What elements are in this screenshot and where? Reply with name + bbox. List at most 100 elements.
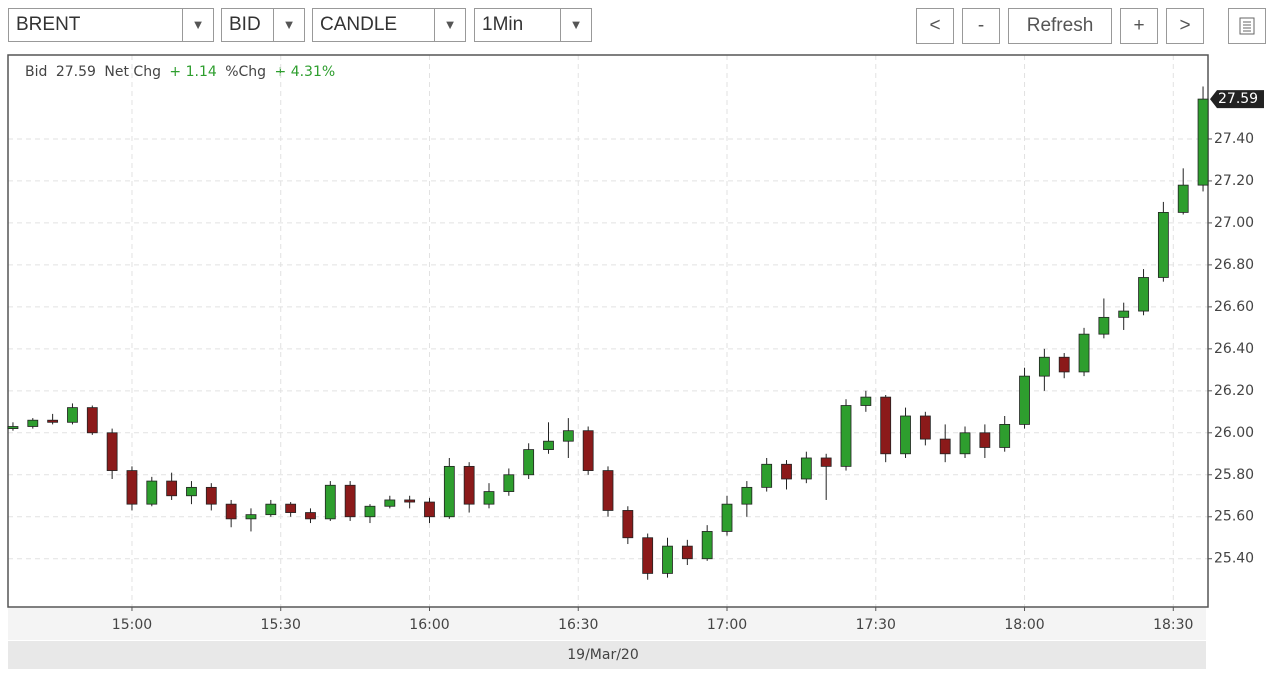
candle-body bbox=[602, 470, 614, 511]
plot-frame bbox=[7, 54, 1209, 608]
next-button[interactable]: > bbox=[1166, 8, 1204, 44]
table-icon bbox=[1239, 17, 1255, 35]
net-label: Net Chg bbox=[104, 64, 161, 80]
side-select[interactable]: BID ▼ bbox=[221, 8, 305, 42]
candle-body bbox=[543, 440, 554, 450]
style-select[interactable]: CANDLE ▼ bbox=[312, 8, 466, 42]
candle-body bbox=[86, 407, 98, 434]
table-button[interactable] bbox=[1228, 8, 1266, 44]
candle-body bbox=[27, 419, 39, 427]
dropdown-arrow: ▼ bbox=[560, 9, 591, 41]
candle-body bbox=[265, 503, 277, 516]
prev-button[interactable]: < bbox=[916, 8, 954, 44]
candle-body bbox=[126, 470, 138, 505]
candle-body bbox=[1038, 356, 1050, 377]
zoom-in-button[interactable]: + bbox=[1120, 8, 1158, 44]
candle-body bbox=[820, 457, 832, 467]
candle-body bbox=[443, 465, 455, 518]
candle-body bbox=[1019, 375, 1030, 425]
x-tick-label: 17:00 bbox=[707, 617, 747, 633]
candle-body bbox=[939, 438, 951, 455]
candle-body bbox=[721, 503, 733, 532]
y-tick-label: 26.00 bbox=[1214, 425, 1254, 441]
y-tick-label: 27.00 bbox=[1214, 215, 1254, 231]
candle-body bbox=[1118, 310, 1130, 318]
y-tick-label: 25.80 bbox=[1214, 467, 1254, 483]
candle-body bbox=[463, 465, 475, 505]
candle-body bbox=[1197, 98, 1209, 186]
net-change: + 1.14 bbox=[169, 64, 216, 80]
candle-body bbox=[384, 499, 396, 507]
x-axis-label: 19/Mar/20 bbox=[567, 647, 638, 663]
price-label: Bid bbox=[25, 64, 47, 80]
candle-body bbox=[800, 457, 812, 480]
y-tick-label: 26.20 bbox=[1214, 383, 1254, 399]
candle-body bbox=[1138, 277, 1149, 312]
interval: 1Min bbox=[482, 14, 524, 35]
candle-body bbox=[285, 503, 297, 513]
interval-select[interactable]: 1Min ▼ bbox=[474, 8, 592, 42]
x-tick-label: 18:00 bbox=[1004, 617, 1044, 633]
price-tag bbox=[1210, 90, 1264, 109]
candle-body bbox=[404, 499, 416, 503]
candle-body bbox=[562, 430, 574, 442]
x-tick-label: 15:30 bbox=[261, 617, 301, 633]
candle-body bbox=[642, 537, 654, 574]
candle-body bbox=[364, 505, 376, 518]
y-tick-label: 25.60 bbox=[1214, 509, 1254, 525]
dropdown-arrow: ▼ bbox=[182, 9, 213, 41]
candle-body bbox=[662, 545, 673, 574]
candle-body bbox=[166, 480, 178, 497]
candle-body bbox=[1177, 184, 1189, 213]
candle-body bbox=[106, 432, 118, 471]
x-axis-band bbox=[8, 608, 1206, 640]
candle-body bbox=[701, 531, 713, 560]
refresh-button[interactable]: Refresh bbox=[1008, 8, 1112, 44]
candle-body bbox=[860, 396, 872, 406]
candle-body bbox=[424, 501, 435, 518]
candle-body bbox=[681, 545, 693, 560]
candle-body bbox=[523, 449, 535, 476]
x-tick-label: 15:00 bbox=[112, 617, 152, 633]
dropdown-arrow: ▼ bbox=[273, 9, 304, 41]
pct-change: + 4.31% bbox=[275, 64, 336, 80]
candle-body bbox=[880, 396, 892, 455]
x-tick-label: 18:30 bbox=[1153, 617, 1193, 633]
candle-body bbox=[205, 486, 217, 505]
price: 27.59 bbox=[56, 64, 96, 80]
candle-body bbox=[47, 419, 59, 423]
candle-body bbox=[67, 407, 78, 423]
candle-body bbox=[483, 491, 495, 505]
candle-body bbox=[146, 480, 158, 505]
candle-body bbox=[344, 484, 356, 518]
symbol-select[interactable]: BRENT ▼ bbox=[8, 8, 214, 42]
y-tick-label: 26.40 bbox=[1214, 341, 1254, 357]
y-tick-label: 27.40 bbox=[1214, 131, 1254, 147]
y-tick-label: 25.40 bbox=[1214, 551, 1254, 567]
candle-body bbox=[305, 512, 316, 520]
info-line: Bid 27.59 Net Chg + 1.14 %Chg + 4.31% bbox=[25, 64, 335, 80]
y-tick-label: 26.80 bbox=[1214, 257, 1254, 273]
zoom-out-button[interactable]: - bbox=[962, 8, 1000, 44]
candle-body bbox=[622, 510, 634, 539]
style: CANDLE bbox=[320, 14, 398, 35]
candle-body bbox=[245, 514, 257, 520]
candle-body bbox=[781, 463, 792, 480]
candle-body bbox=[324, 484, 336, 520]
symbol: BRENT bbox=[16, 14, 81, 35]
candle-body bbox=[225, 503, 237, 520]
y-tick-label: 27.20 bbox=[1214, 173, 1254, 189]
candle-body bbox=[999, 423, 1011, 448]
pct-label: %Chg bbox=[225, 64, 266, 80]
candle-body bbox=[840, 405, 852, 467]
candle-body bbox=[1058, 356, 1070, 373]
price-tag-label: 27.59 bbox=[1218, 91, 1258, 107]
candle-body bbox=[959, 432, 971, 455]
candle-body bbox=[186, 486, 197, 497]
y-tick-label: 26.60 bbox=[1214, 299, 1254, 315]
candle-body bbox=[761, 463, 773, 488]
candle-body bbox=[900, 415, 911, 455]
candle-body bbox=[741, 486, 753, 505]
dropdown-arrow: ▼ bbox=[434, 9, 465, 41]
